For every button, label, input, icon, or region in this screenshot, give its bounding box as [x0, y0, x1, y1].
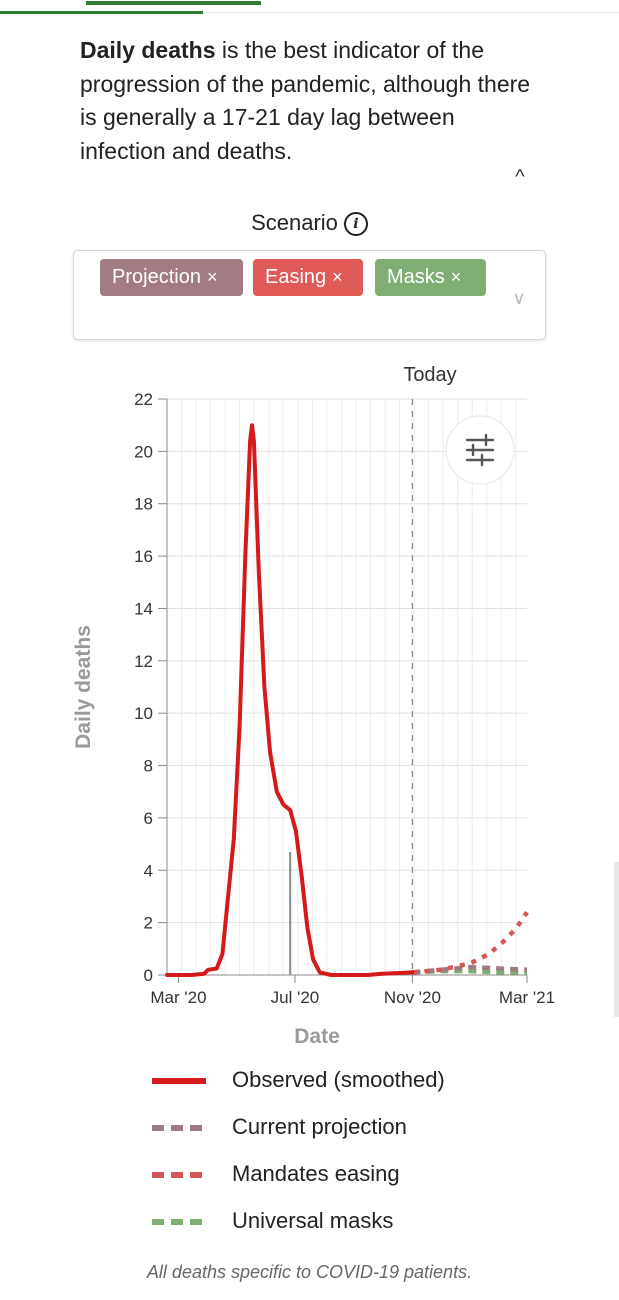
- tab-indicator: [0, 11, 203, 14]
- scenario-label: Scenario i: [0, 210, 619, 236]
- y-axis-title: Daily deaths: [72, 625, 95, 749]
- series-line-mandates-easing: [412, 910, 529, 975]
- info-icon[interactable]: i: [343, 212, 368, 236]
- y-tick-label: 22: [134, 390, 153, 409]
- y-tick-label: 8: [144, 757, 153, 776]
- description-text: is the best indicator of the progression…: [80, 37, 531, 164]
- legend-swatch: [152, 1125, 206, 1131]
- description-bold: Daily deaths: [80, 37, 216, 63]
- top-divider: [0, 12, 619, 13]
- x-tick-label: Mar '20: [150, 988, 206, 1007]
- x-tick-label: Mar '21: [499, 988, 555, 1007]
- chip-easing-remove-icon[interactable]: ×: [332, 267, 343, 287]
- y-tick-label: 12: [134, 652, 153, 671]
- x-tick-label: Jul '20: [271, 988, 320, 1007]
- series-line-observed-smoothed: [165, 423, 415, 977]
- description: Daily deaths is the best indicator of th…: [80, 34, 540, 168]
- y-tick-label: 10: [134, 704, 153, 723]
- y-tick-label: 0: [144, 966, 153, 985]
- y-tick-label: 6: [144, 809, 153, 828]
- daily-deaths-chart: 0 2 4 6 8 10 12 14 16 18 20 22 Mar '20 Jul '20 Nov '20…: [72, 364, 555, 1048]
- y-tick-label: 18: [134, 495, 153, 514]
- legend-label: Universal masks: [232, 1208, 394, 1233]
- scenario-select[interactable]: Projection × Easing × Masks × ∨: [73, 250, 546, 340]
- legend-label: Current projection: [232, 1114, 407, 1139]
- y-tick-label: 2: [144, 914, 153, 933]
- chart-annotations: [289, 399, 414, 975]
- series-line-current-projection: [412, 964, 528, 975]
- y-tick-label: 16: [134, 547, 153, 566]
- x-axis-title: Date: [294, 1025, 340, 1048]
- scenario-label-text: Scenario: [251, 210, 338, 235]
- chevron-down-icon[interactable]: ∨: [512, 288, 526, 308]
- y-tick-label: 4: [144, 861, 153, 880]
- sliders-icon: [465, 433, 495, 467]
- scrollbar-thumb[interactable]: [614, 862, 619, 1017]
- settings-button[interactable]: [445, 415, 515, 485]
- chip-projection[interactable]: Projection ×: [100, 259, 243, 296]
- legend-swatch: [152, 1172, 206, 1178]
- chip-easing-label: Easing: [265, 266, 327, 288]
- chip-easing[interactable]: Easing ×: [253, 259, 363, 296]
- footnote: All deaths specific to COVID-19 patients…: [146, 1262, 473, 1282]
- legend-label: Observed (smoothed): [232, 1067, 445, 1092]
- chip-masks-label: Masks: [387, 266, 445, 288]
- chip-projection-label: Projection: [112, 266, 201, 288]
- y-tick-label: 20: [134, 442, 153, 461]
- collapse-caret-icon[interactable]: ^: [515, 166, 525, 188]
- legend-label: Mandates easing: [232, 1161, 400, 1186]
- chip-masks-remove-icon[interactable]: ×: [450, 267, 462, 287]
- y-tick-label: 14: [134, 599, 153, 618]
- legend-swatch: [152, 1219, 206, 1225]
- chip-projection-remove-icon[interactable]: ×: [206, 267, 218, 287]
- chart-grid: [166, 398, 527, 976]
- today-label: Today: [403, 364, 456, 386]
- chart-series: [165, 423, 529, 977]
- tab-indicator-active: [86, 1, 261, 5]
- x-tick-label: Nov '20: [384, 988, 441, 1007]
- chip-masks[interactable]: Masks ×: [375, 259, 486, 296]
- legend-swatch: [152, 1078, 206, 1084]
- chart-axes: 0 2 4 6 8 10 12 14 16 18 20 22 Mar '20 Jul '20 Nov '20…: [134, 390, 555, 1007]
